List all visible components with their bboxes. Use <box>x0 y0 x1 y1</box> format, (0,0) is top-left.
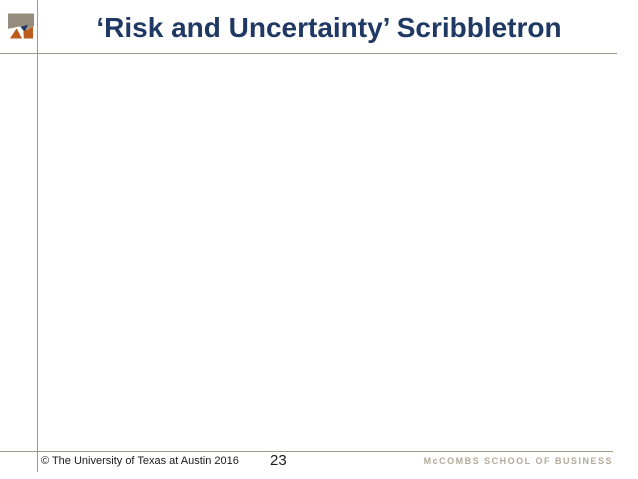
content-area <box>38 54 638 451</box>
mccombs-logo-icon <box>8 13 34 40</box>
copyright-text: © The University of Texas at Austin 2016 <box>41 455 239 467</box>
mccombs-wordmark: McCOMBS SCHOOL OF BUSINESS <box>423 456 613 466</box>
slide-title: ‘Risk and Uncertainty’ Scribbletron <box>96 12 562 43</box>
title-underline <box>0 53 617 54</box>
page-number: 23 <box>270 452 287 469</box>
vertical-divider-line <box>37 0 38 472</box>
footer-divider-line <box>0 451 613 452</box>
